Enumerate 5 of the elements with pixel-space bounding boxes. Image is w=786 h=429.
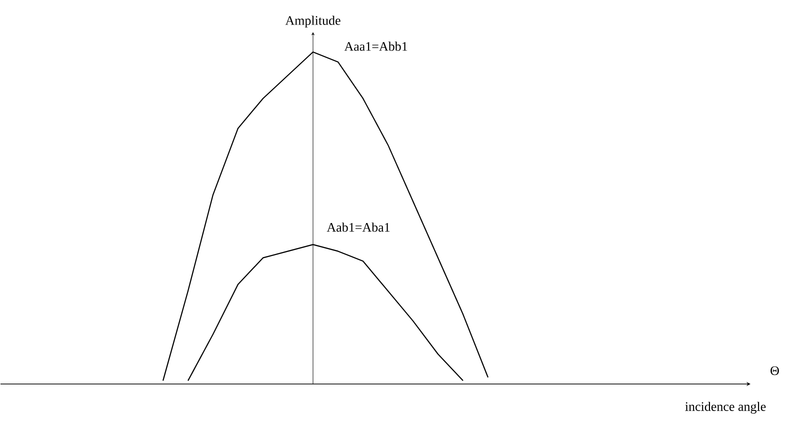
text: incidence angle <box>685 402 766 414</box>
x-axis-title: Θ <box>770 366 779 376</box>
series-label: Aab1=Aba1 <box>326 222 390 232</box>
y-axis-title: Amplitude <box>285 16 340 28</box>
series-label: Aaa1=Abb1 <box>344 42 408 51</box>
